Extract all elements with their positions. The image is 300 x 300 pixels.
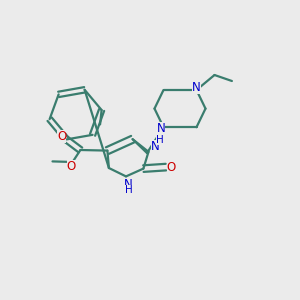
Text: N: N	[124, 178, 133, 191]
Text: N: N	[157, 122, 166, 135]
Text: H: H	[124, 184, 132, 195]
Text: N: N	[192, 81, 201, 94]
Text: H: H	[156, 135, 164, 146]
Text: O: O	[167, 160, 176, 174]
Text: N: N	[151, 140, 160, 153]
Text: O: O	[57, 130, 66, 143]
Text: O: O	[67, 160, 76, 173]
